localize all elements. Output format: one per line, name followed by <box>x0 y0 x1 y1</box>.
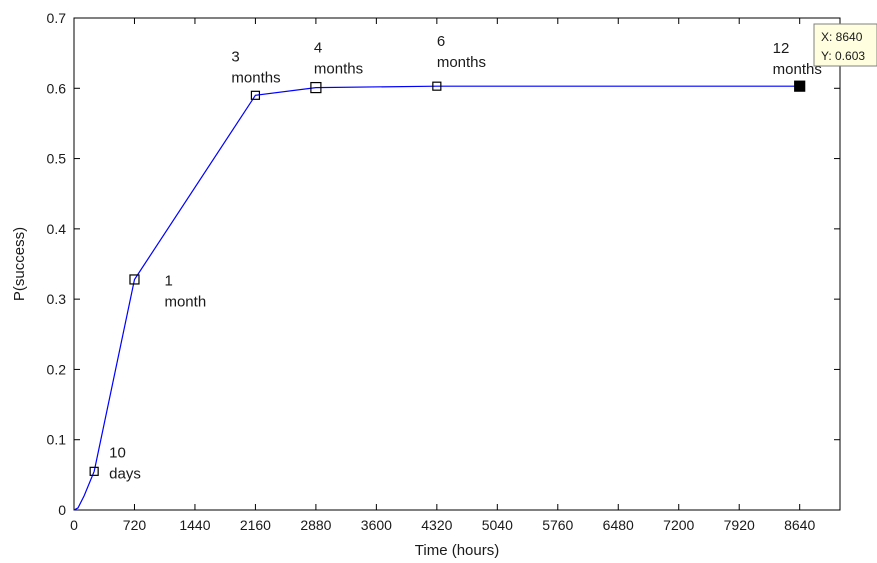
data-marker[interactable] <box>310 81 322 94</box>
x-tick-label: 7200 <box>663 517 694 533</box>
y-tick-label: 0 <box>58 502 66 518</box>
x-axis-label: Time (hours) <box>415 542 499 559</box>
annotation-label: 6 <box>437 33 445 50</box>
y-axis-label: P(success) <box>11 227 28 301</box>
data-marker[interactable] <box>89 466 99 476</box>
datatip[interactable]: X: 8640 Y: 0.603 <box>813 23 877 67</box>
y-tick-label: 0.3 <box>47 291 67 307</box>
x-tick-label: 1440 <box>179 517 210 533</box>
x-tick-label: 720 <box>123 517 147 533</box>
annotation-label: 10 <box>109 444 126 461</box>
y-tick-label: 0.1 <box>47 432 67 448</box>
series-line <box>73 85 800 511</box>
x-tick-label: 2160 <box>240 517 271 533</box>
data-marker[interactable] <box>250 90 261 100</box>
annotation-label: days <box>109 465 141 482</box>
annotation-label: 1 <box>164 272 172 289</box>
x-tick-label: 5760 <box>542 517 573 533</box>
y-tick-label: 0.2 <box>47 361 67 377</box>
annotation-label: months <box>437 54 486 71</box>
annotation-label: months <box>231 69 280 86</box>
datatip-x: X: 8640 <box>821 30 863 44</box>
x-tick-label: 5040 <box>482 517 513 533</box>
annotation-label: 12 <box>773 40 790 57</box>
x-tick-label: 0 <box>70 517 78 533</box>
data-marker[interactable] <box>794 80 806 92</box>
datatip-box <box>813 23 877 67</box>
y-tick-label: 0.6 <box>47 80 67 96</box>
datatip-y: Y: 0.603 <box>821 49 865 63</box>
annotation-label: months <box>773 61 822 78</box>
annotation-label: 4 <box>314 40 322 57</box>
x-tick-label: 3600 <box>361 517 392 533</box>
x-tick-label: 7920 <box>724 517 755 533</box>
plot-area <box>73 17 841 511</box>
y-tick-label: 0.7 <box>47 10 67 26</box>
y-tick-label: 0.5 <box>47 151 67 167</box>
annotation-label: 3 <box>231 48 239 65</box>
annotation-label: month <box>164 293 206 310</box>
x-tick-label: 4320 <box>421 517 452 533</box>
data-marker[interactable] <box>129 274 140 285</box>
x-tick-label: 2880 <box>300 517 331 533</box>
x-tick-label: 6480 <box>603 517 634 533</box>
y-tick-label: 0.4 <box>47 221 67 237</box>
annotation-label: months <box>314 61 363 78</box>
data-marker[interactable] <box>432 81 442 91</box>
x-tick-label: 8640 <box>784 517 815 533</box>
